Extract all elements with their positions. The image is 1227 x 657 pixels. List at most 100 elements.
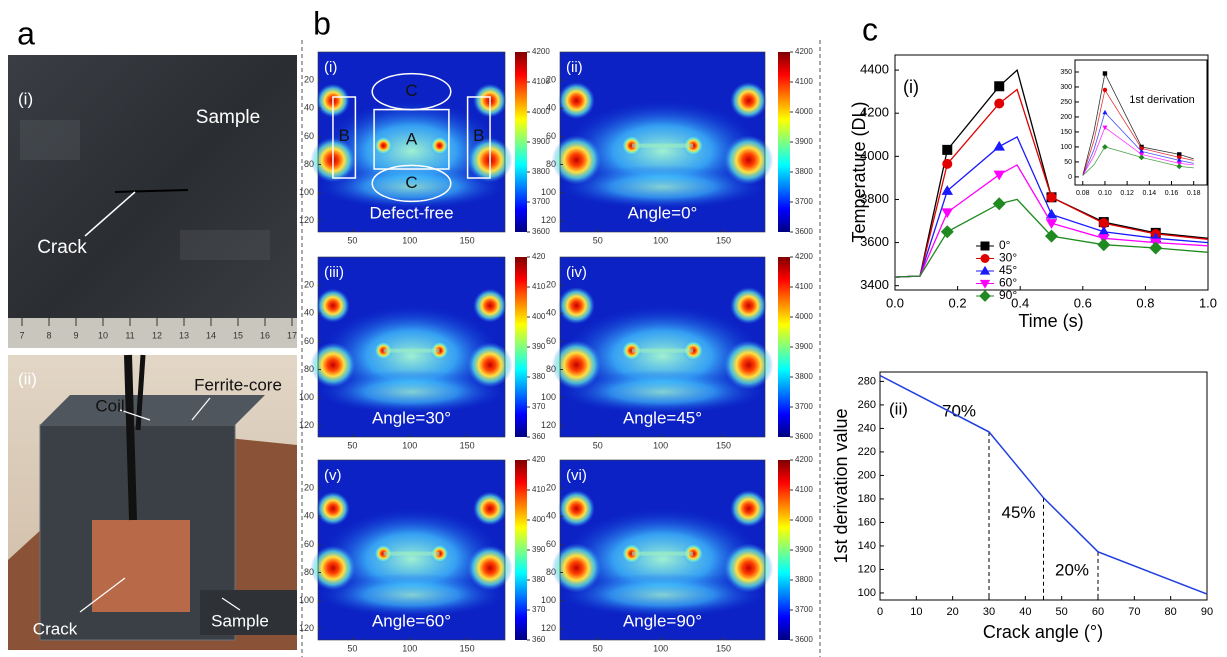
colorbar-label: 3900 — [795, 545, 813, 554]
marker — [994, 81, 1005, 92]
heatmap-hotspot — [316, 288, 350, 323]
ruler-label: 12 — [152, 330, 162, 340]
ruler-label: 17 — [287, 330, 297, 340]
annotation: 20% — [1055, 560, 1089, 579]
marker — [941, 185, 954, 195]
x-tick-label: 50 — [347, 440, 357, 450]
heatmap-glow — [318, 370, 505, 414]
region-outline — [371, 164, 452, 203]
y-tick-label: 240 — [858, 422, 876, 434]
y-tick-label: 4400 — [860, 62, 889, 77]
marker — [993, 170, 1005, 181]
colorbar-label: 370 — [532, 402, 546, 411]
series-line — [894, 68, 1209, 278]
colorbar-label: 4100 — [795, 77, 813, 86]
colorbar-label: 380 — [532, 575, 546, 584]
colorbar-label: 4100 — [795, 282, 813, 291]
colorbar-label: 3900 — [532, 137, 550, 146]
colorbar-label: 3800 — [795, 575, 813, 584]
heatmap-hotspot — [467, 342, 513, 388]
y-tick-label: 60 — [546, 336, 556, 346]
heatmap-hotspot — [430, 136, 449, 155]
x-tick-label: 0.4 — [1011, 295, 1029, 310]
region-label: B — [473, 126, 484, 145]
marker — [994, 98, 1005, 109]
heatmap-label: (v) — [324, 467, 342, 484]
marker — [1046, 192, 1057, 203]
marker — [992, 197, 1006, 211]
heatmap-label: (ii) — [566, 59, 583, 76]
heatmap-hotspot — [310, 342, 356, 388]
marker — [980, 241, 990, 251]
x-tick-label: 150 — [716, 440, 731, 450]
x-tick-label: 150 — [716, 235, 731, 245]
heatmap-caption: Angle=60° — [372, 611, 451, 630]
y-tick-label: 80 — [304, 364, 314, 374]
colorbar — [778, 257, 790, 437]
x-tick-label: 0.2 — [949, 295, 967, 310]
heatmap-caption: Angle=90° — [623, 611, 702, 630]
x-tick-label: 150 — [716, 643, 731, 653]
marker — [1097, 238, 1111, 252]
y-tick-label: 120 — [541, 215, 556, 225]
panel-label: b — [313, 5, 331, 41]
chart-label: (ii) — [889, 399, 908, 418]
annotation: 45% — [1001, 503, 1035, 522]
y-tick-label: 220 — [858, 446, 876, 458]
colorbar-label: 3800 — [795, 372, 813, 381]
y-tick-label: 20 — [304, 75, 314, 85]
region-outline — [371, 72, 452, 111]
colorbar-label: 370 — [532, 605, 546, 614]
heatmap-label: (vi) — [566, 467, 587, 484]
y-tick-label: 40 — [546, 103, 556, 113]
ruler-label: 11 — [125, 330, 134, 340]
marker — [942, 158, 953, 169]
marker — [1102, 109, 1108, 115]
colorbar-label: 380 — [532, 372, 546, 381]
colorbar-label: 4000 — [795, 107, 813, 116]
y-tick-label: 280 — [858, 375, 876, 387]
x-tick-label: 60 — [1092, 606, 1104, 618]
ruler-label: 13 — [179, 330, 189, 340]
x-tick-label: 150 — [460, 643, 475, 653]
photo-setup — [8, 354, 297, 650]
colorbar-label: 3800 — [532, 167, 550, 176]
marker — [1149, 241, 1163, 255]
heatmap-hotspot — [467, 545, 513, 591]
series-line — [879, 374, 1208, 595]
heatmap-hotspot — [730, 82, 768, 120]
marker — [1139, 148, 1145, 154]
x-tick-label: 100 — [653, 235, 668, 245]
marker — [942, 144, 953, 155]
colorbar-label: 3800 — [795, 167, 813, 176]
y-tick-label: 60 — [304, 336, 314, 346]
marker — [1177, 152, 1182, 157]
y-tick-label: 20 — [304, 280, 314, 290]
marker — [979, 265, 991, 275]
y-tick-label: 50 — [1064, 159, 1072, 166]
x-tick-label: 50 — [593, 440, 603, 450]
y-axis-label: 1st derivation value — [831, 408, 851, 563]
marker — [1102, 125, 1108, 130]
colorbar-label: 390 — [532, 342, 546, 351]
y-tick-label: 4200 — [860, 105, 889, 120]
heatmap-label: (i) — [324, 59, 337, 76]
heatmap-hotspot — [557, 82, 595, 120]
y-tick-label: 3600 — [860, 234, 889, 249]
colorbar — [515, 460, 527, 640]
photo-annotation: Crack — [37, 237, 87, 258]
colorbar-label: 3900 — [795, 137, 813, 146]
y-tick-label: 120 — [541, 623, 556, 633]
marker — [1102, 87, 1108, 93]
colorbar-label: 4200 — [532, 47, 550, 56]
x-tick-label: 0.10 — [1098, 190, 1112, 197]
heatmap-hotspot — [730, 490, 768, 528]
ruler-label: 9 — [73, 330, 78, 340]
y-tick-label: 80 — [546, 159, 556, 169]
annotation: 70% — [942, 401, 976, 420]
plot-frame — [879, 371, 1208, 601]
photo-annotation: Ferrite-core — [194, 375, 282, 394]
marker — [941, 208, 954, 219]
heatmap-hotspot — [316, 491, 350, 526]
x-tick-label: 0.16 — [1165, 190, 1179, 197]
